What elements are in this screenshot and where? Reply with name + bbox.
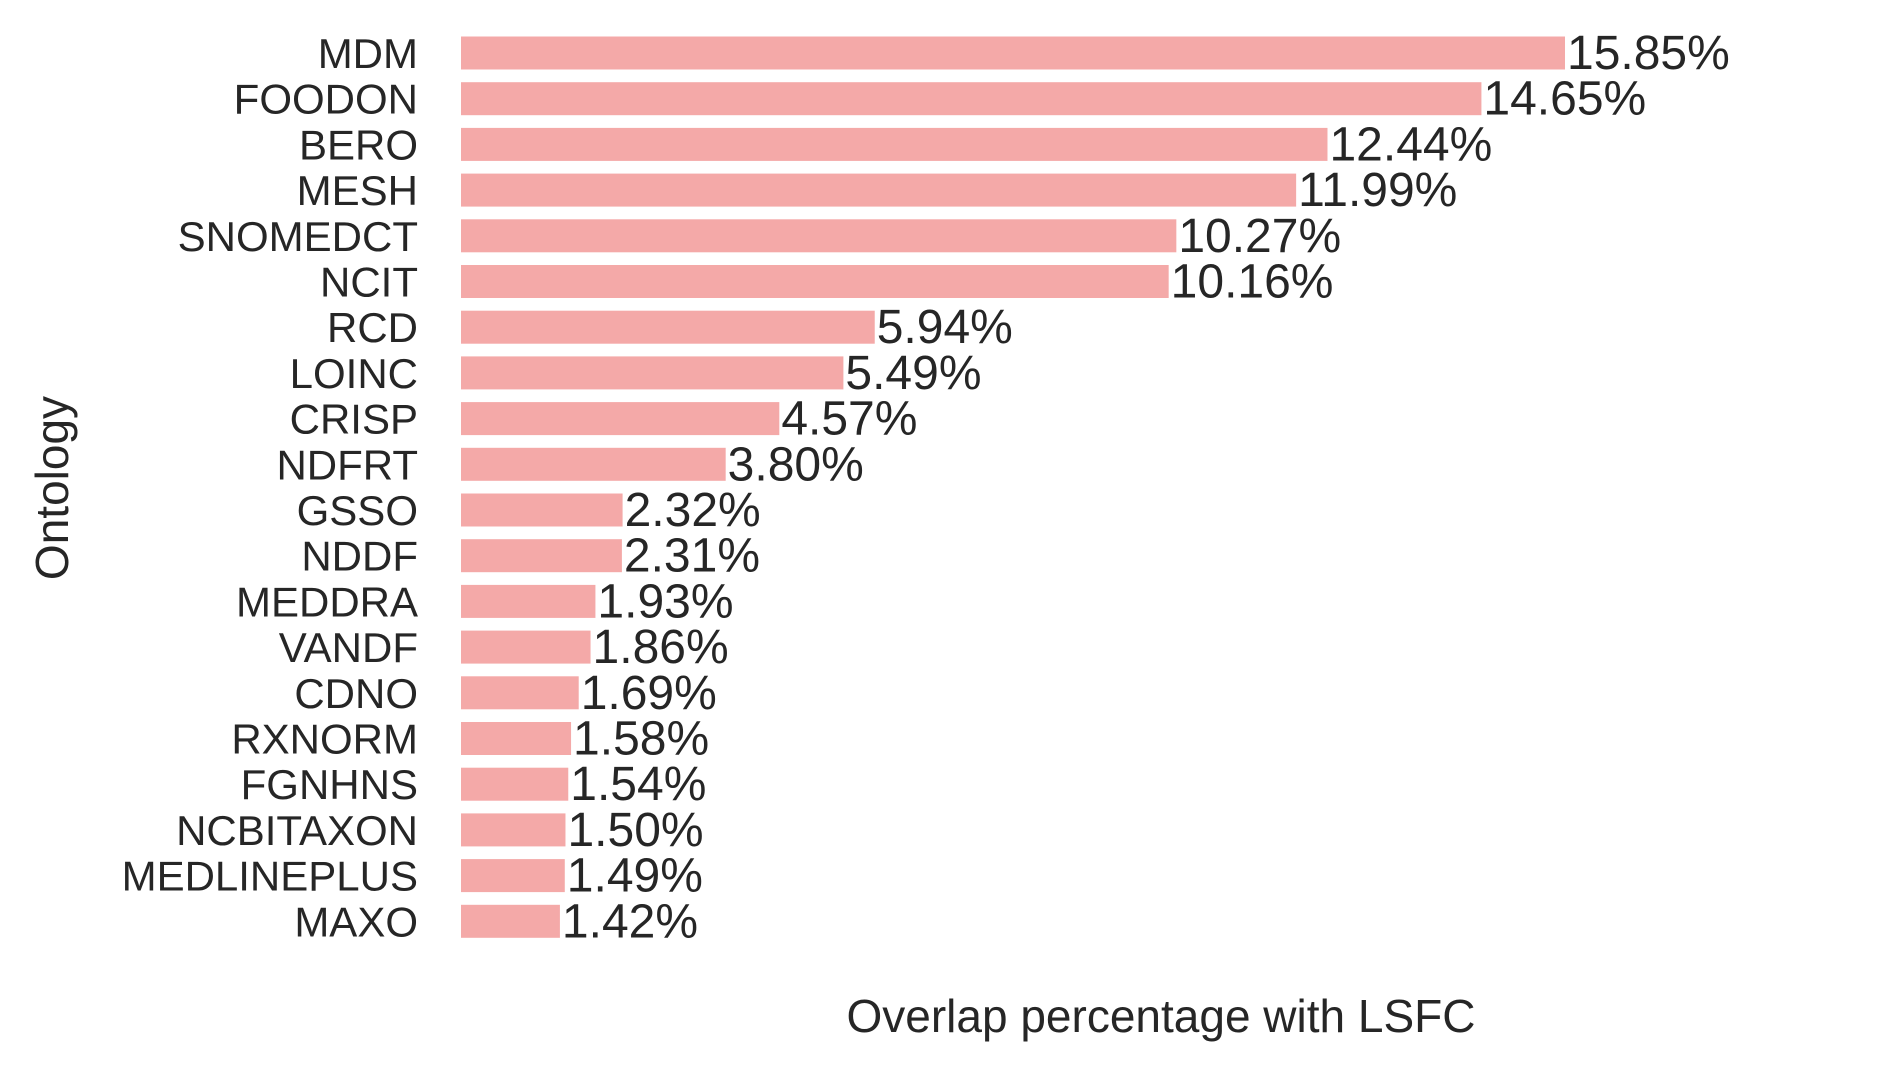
category-label-gsso: GSSO [297, 487, 418, 534]
category-labels: MDMFOODONBEROMESHSNOMEDCTNCITRCDLOINCCRI… [122, 30, 418, 945]
value-label-mdm: 15.85% [1567, 27, 1730, 80]
value-label-snomedct: 10.27% [1178, 210, 1341, 263]
bar-mdm [461, 36, 1565, 70]
bar-fgnhns [461, 767, 569, 801]
category-label-foodon: FOODON [234, 76, 418, 123]
bar-mesh [461, 173, 1297, 207]
value-label-crisp: 4.57% [781, 393, 917, 446]
value-label-meddra: 1.93% [597, 575, 733, 628]
bar-rcd [461, 310, 875, 344]
category-label-rcd: RCD [327, 304, 418, 351]
bar-gsso [461, 493, 623, 527]
bar-vandf [461, 630, 591, 664]
value-label-medlineplus: 1.49% [567, 850, 703, 903]
category-label-loinc: LOINC [290, 350, 418, 397]
bar-crisp [461, 402, 780, 436]
value-label-bero: 12.44% [1329, 118, 1492, 171]
bar-ncit [461, 265, 1169, 298]
category-label-rxnorm: RXNORM [231, 716, 418, 763]
y-axis-title: Ontology [26, 396, 78, 580]
value-label-ndfrt: 3.80% [728, 438, 864, 491]
category-label-meddra: MEDDRA [236, 578, 418, 625]
bar-maxo [461, 904, 560, 938]
value-labels: 15.85%14.65%12.44%11.99%10.27%10.16% 5.94… [562, 27, 1730, 948]
value-label-rxnorm: 1.58% [573, 713, 709, 766]
category-label-crisp: CRISP [290, 396, 418, 443]
value-label-cdno: 1.69% [581, 667, 717, 720]
category-label-nddf: NDDF [301, 533, 418, 580]
bar-meddra [461, 584, 596, 618]
value-label-mesh: 11.99% [1298, 164, 1457, 217]
category-label-snomedct: SNOMEDCT [178, 213, 418, 260]
value-label-gsso: 2.32% [625, 484, 761, 537]
value-label-foodon: 14.65% [1483, 73, 1646, 126]
value-label-rcd: 5.94% [877, 301, 1013, 354]
category-label-medlineplus: MEDLINEPLUS [122, 853, 418, 900]
bar-cdno [461, 676, 579, 710]
bars-group [461, 36, 1565, 938]
value-label-vandf: 1.86% [593, 621, 729, 674]
category-label-vandf: VANDF [279, 624, 418, 671]
category-label-cdno: CDNO [294, 670, 418, 717]
bar-ndfrt [461, 447, 726, 481]
value-label-ncbitaxon: 1.50% [567, 804, 703, 857]
category-label-maxo: MAXO [294, 898, 418, 945]
value-label-loinc: 5.49% [845, 347, 981, 400]
bar-nddf [461, 539, 622, 573]
bar-bero [461, 127, 1328, 161]
value-label-nddf: 2.31% [624, 530, 760, 583]
bar-loinc [461, 356, 844, 390]
category-label-mdm: MDM [318, 30, 418, 77]
category-label-fgnhns: FGNHNS [241, 761, 418, 808]
category-label-ncit: NCIT [320, 259, 418, 306]
category-label-mesh: MESH [297, 167, 418, 214]
category-label-bero: BERO [299, 121, 418, 168]
value-label-maxo: 1.42% [562, 895, 698, 948]
bar-medlineplus [461, 859, 565, 893]
bar-ncbitaxon [461, 813, 566, 847]
bar-foodon [461, 82, 1482, 116]
category-label-ncbitaxon: NCBITAXON [176, 807, 418, 854]
x-axis-title: Overlap percentage with LSFC [847, 990, 1476, 1042]
value-label-ncit: 10.16% [1171, 256, 1334, 309]
bar-rxnorm [461, 722, 572, 755]
category-label-ndfrt: NDFRT [276, 441, 418, 488]
value-label-fgnhns: 1.54% [570, 758, 706, 811]
bar-snomedct [461, 219, 1177, 253]
